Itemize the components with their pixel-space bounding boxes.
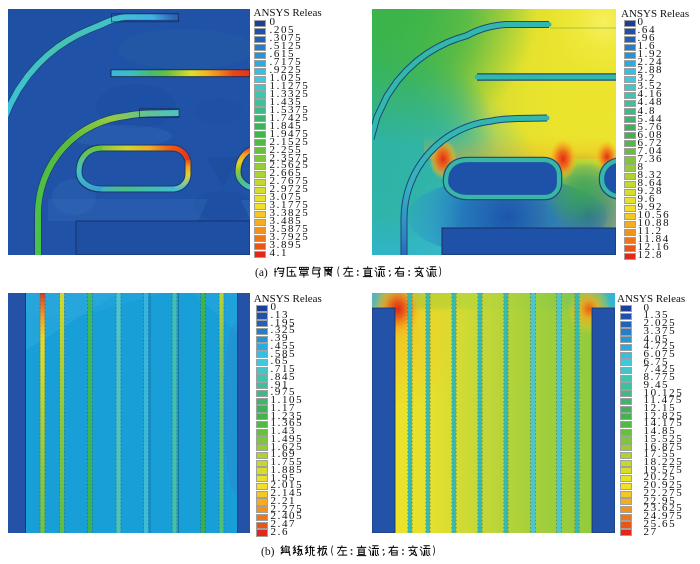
svg-text:(a): (a) [255, 267, 268, 279]
svg-text:(b): (b) [261, 546, 275, 558]
